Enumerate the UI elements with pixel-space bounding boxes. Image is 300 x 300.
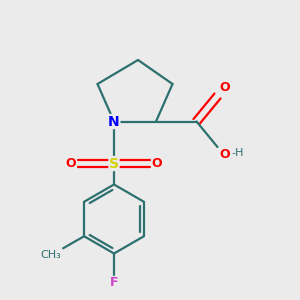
Text: O: O	[219, 148, 230, 161]
Text: F: F	[110, 276, 118, 289]
Text: N: N	[108, 115, 120, 128]
Text: -H: -H	[231, 148, 243, 158]
Text: O: O	[219, 82, 230, 94]
Text: CH₃: CH₃	[41, 250, 62, 260]
Text: O: O	[66, 157, 76, 170]
Text: S: S	[109, 157, 119, 170]
Text: O: O	[152, 157, 162, 170]
